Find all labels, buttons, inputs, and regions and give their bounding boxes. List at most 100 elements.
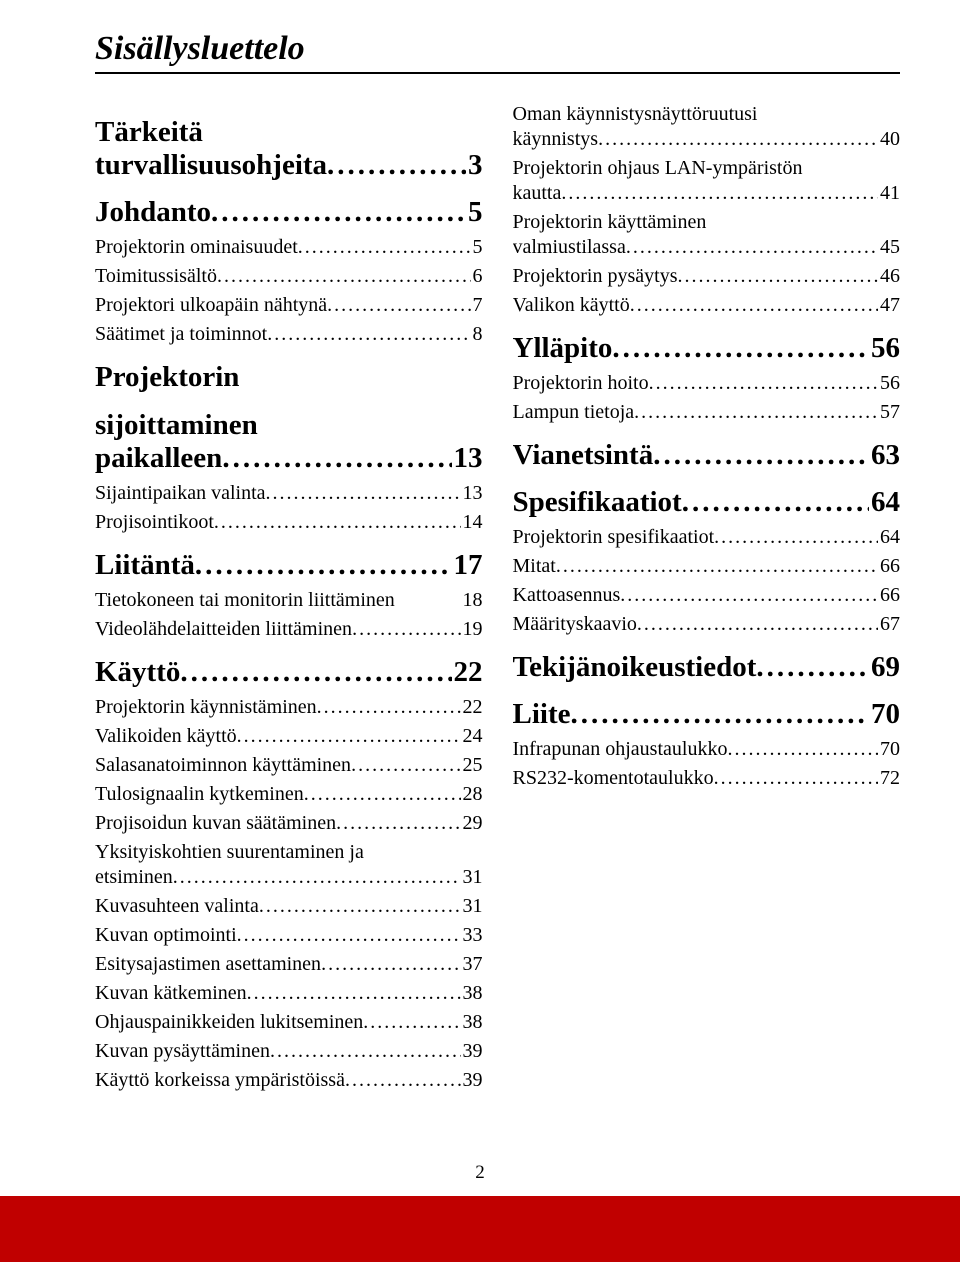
toc-entry-label: Valikoiden käyttö — [95, 724, 237, 749]
toc-entry: Kuvan optimointi33 — [95, 923, 483, 948]
toc-leader-dots — [321, 952, 460, 977]
toc-entry-label: Ylläpito — [513, 332, 613, 365]
toc-leader-dots — [630, 293, 878, 318]
toc-entry-label: Projisointikoot — [95, 510, 214, 535]
toc-entry: Vianetsintä63 — [513, 439, 901, 472]
toc-entry-page: 25 — [461, 753, 483, 778]
toc-entry: Projisoidun kuvan säätäminen29 — [95, 811, 483, 836]
toc-entry-label: Mitat — [513, 554, 556, 579]
toc-entry-label: Käyttö korkeissa ympäristöissä — [95, 1068, 345, 1093]
toc-entry-label: Johdanto — [95, 196, 211, 229]
toc-entry: Tekijänoikeustiedot69 — [513, 651, 901, 684]
toc-leader-dots — [363, 1010, 460, 1035]
toc-leader-dots — [267, 322, 470, 347]
toc-entry: Projektorin käynnistäminen22 — [95, 695, 483, 720]
toc-entry-label: Kattoasennus — [513, 583, 621, 608]
toc-leader-dots — [304, 782, 461, 807]
footer-bar — [0, 1196, 960, 1262]
toc-entry-label: kautta — [513, 181, 562, 206]
toc-entry-label: Ohjauspainikkeiden lukitseminen — [95, 1010, 363, 1035]
toc-entry: valmiustilassa45 — [513, 235, 901, 260]
toc-entry: Määrityskaavio67 — [513, 612, 901, 637]
toc-entry: Johdanto 5 — [95, 196, 483, 229]
toc-leader-dots — [298, 235, 471, 260]
toc-entry-page: 18 — [461, 588, 483, 613]
toc-entry: Salasanatoiminnon käyttäminen25 — [95, 753, 483, 778]
toc-entry: Liitäntä17 — [95, 549, 483, 582]
toc-leader-dots — [714, 766, 878, 791]
toc-entry-line: sijoittaminen — [95, 409, 483, 442]
toc-entry-label: Projektorin hoito — [513, 371, 649, 396]
toc-entry: Tietokoneen tai monitorin liittäminen 18 — [95, 588, 483, 613]
toc-leader-dots — [678, 264, 879, 289]
toc-entry-page: 41 — [878, 181, 900, 206]
toc-entry-page: 33 — [461, 923, 483, 948]
toc-entry-label: Tietokoneen tai monitorin liittäminen — [95, 588, 395, 613]
toc-entry: Valikon käyttö47 — [513, 293, 901, 318]
toc-entry-page: 5 — [466, 196, 483, 229]
toc-entry-line: Yksityiskohtien suurentaminen ja — [95, 840, 483, 865]
footer: 2 — [0, 1196, 960, 1262]
toc-leader-dots — [237, 923, 461, 948]
toc-entry: Spesifikaatiot64 — [513, 486, 901, 519]
toc-entry-page: 40 — [878, 127, 900, 152]
toc-entry: Videolähdelaitteiden liittäminen19 — [95, 617, 483, 642]
toc-right-column: Oman käynnistysnäyttöruutusikäynnistys40… — [513, 102, 901, 1097]
toc-leader-dots — [351, 753, 460, 778]
toc-leader-dots — [211, 196, 466, 229]
toc-entry-page: 37 — [461, 952, 483, 977]
toc-entry-line: Oman käynnistysnäyttöruutusi — [513, 102, 901, 127]
toc-entry: Ohjauspainikkeiden lukitseminen38 — [95, 1010, 483, 1035]
toc-entry-label: Projektorin käynnistäminen — [95, 695, 317, 720]
toc-leader-dots — [598, 127, 878, 152]
toc-entry: Käyttö korkeissa ympäristöissä39 — [95, 1068, 483, 1093]
toc-entry-page: 66 — [878, 583, 900, 608]
toc-leader-dots — [247, 981, 461, 1006]
toc-entry: Valikoiden käyttö24 — [95, 724, 483, 749]
toc-entry-label: Lampun tietoja — [513, 400, 635, 425]
toc-entry-line: Tärkeitä — [95, 116, 483, 149]
toc-leader-dots — [649, 371, 878, 396]
toc-entry: Toimitussisältö6 — [95, 264, 483, 289]
toc-entry-label: Liite — [513, 698, 571, 731]
toc-entry-page: 70 — [878, 737, 900, 762]
toc-entry-page: 70 — [869, 698, 900, 731]
toc-leader-dots — [352, 617, 460, 642]
toc-entry: Kuvan pysäyttäminen39 — [95, 1039, 483, 1064]
toc-leader-dots — [620, 583, 878, 608]
toc-leader-dots — [571, 698, 870, 731]
toc-entry-page: 7 — [471, 293, 483, 318]
toc-entry-label: Kuvan kätkeminen — [95, 981, 247, 1006]
toc-entry: Käyttö22 — [95, 656, 483, 689]
toc-leader-dots — [270, 1039, 461, 1064]
toc-entry-page: 46 — [878, 264, 900, 289]
toc-left-column: Tärkeitäturvallisuusohjeita3Johdanto5Pro… — [95, 102, 483, 1097]
toc-leader-dots — [561, 181, 878, 206]
toc-entry: etsiminen31 — [95, 865, 483, 890]
toc-leader-dots — [173, 865, 461, 890]
toc-leader-dots — [266, 481, 461, 506]
toc-entry: Sijaintipaikan valinta13 — [95, 481, 483, 506]
toc-entry: käynnistys40 — [513, 127, 901, 152]
toc-entry-page: 56 — [869, 332, 900, 365]
toc-entry: Lampun tietoja57 — [513, 400, 901, 425]
toc-entry-label: RS232-komentotaulukko — [513, 766, 714, 791]
toc-entry: Liite 70 — [513, 698, 901, 731]
toc-leader-dots — [214, 510, 461, 535]
toc-entry-line: Projektorin käyttäminen — [513, 210, 901, 235]
toc-entry-label: Toimitussisältö — [95, 264, 217, 289]
toc-entry: paikalleen13 — [95, 442, 483, 475]
toc-entry-label: Esitysajastimen asettaminen — [95, 952, 321, 977]
toc-entry-page: 13 — [461, 481, 483, 506]
toc-entry-page: 67 — [878, 612, 900, 637]
toc-entry: kautta 41 — [513, 181, 901, 206]
toc-leader-dots — [653, 439, 869, 472]
toc-leader-dots — [317, 695, 461, 720]
toc-entry: Mitat66 — [513, 554, 901, 579]
toc-entry-label: Kuvan pysäyttäminen — [95, 1039, 270, 1064]
toc-entry-page: 22 — [452, 656, 483, 689]
toc-entry: Projektori ulkoapäin nähtynä7 — [95, 293, 483, 318]
toc-entry-label: etsiminen — [95, 865, 173, 890]
toc-entry-label: Infrapunan ohjaustaulukko — [513, 737, 728, 762]
toc-entry-label: Tulosignaalin kytkeminen — [95, 782, 304, 807]
